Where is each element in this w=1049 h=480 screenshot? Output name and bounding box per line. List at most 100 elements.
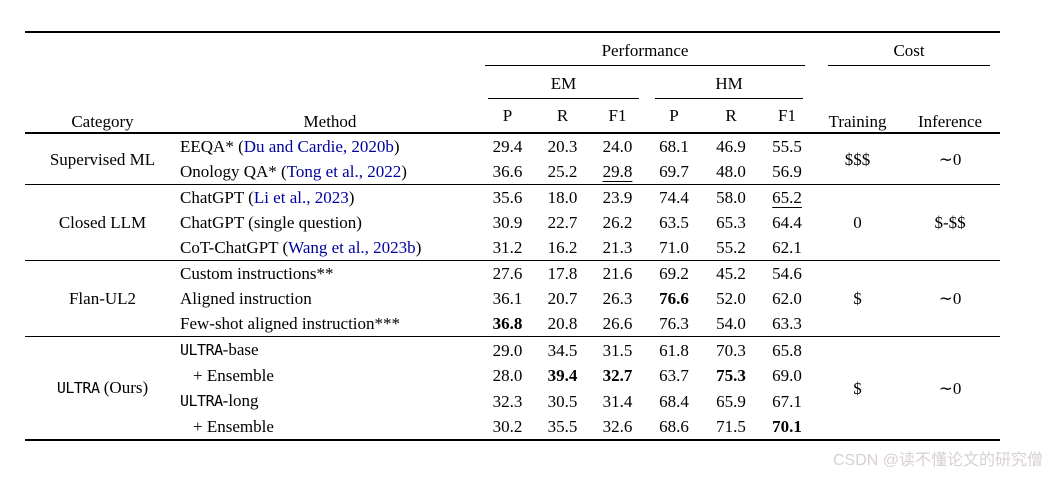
method-cell: Custom instructions** bbox=[180, 261, 480, 287]
em-f1-value: 21.6 bbox=[602, 264, 633, 283]
citation-link[interactable]: Tong et al., 2022 bbox=[286, 162, 402, 181]
method-label: ULTRA bbox=[180, 392, 223, 410]
hm-r-value: 55.2 bbox=[716, 238, 746, 257]
em-p-value: 30.2 bbox=[492, 417, 523, 436]
hm-f1-value: 55.5 bbox=[772, 137, 802, 156]
method-cell: ULTRA-long bbox=[180, 388, 480, 414]
table-row: CoT-ChatGPT (Wang et al., 2023b) 31.2 16… bbox=[25, 235, 1000, 261]
hm-f1-value: 65.2 bbox=[772, 188, 802, 207]
method-label: ) bbox=[401, 162, 407, 181]
hm-f1-value: 56.9 bbox=[772, 162, 802, 181]
em-f1-value: 29.8 bbox=[602, 162, 633, 181]
em-f1-value: 23.9 bbox=[602, 188, 633, 207]
training-cost: $ bbox=[853, 289, 862, 308]
hm-p-value: 68.1 bbox=[659, 137, 689, 156]
table-row: + Ensemble 28.0 39.4 32.7 63.7 75.3 69.0 bbox=[25, 363, 1000, 388]
col-header-cost: Cost bbox=[828, 41, 991, 66]
col-header-em-r: R bbox=[535, 99, 590, 134]
hm-r-value: 54.0 bbox=[716, 314, 746, 333]
table-row: + Ensemble 30.2 35.5 32.6 68.6 71.5 70.1 bbox=[25, 414, 1000, 440]
method-label: ChatGPT ( bbox=[180, 188, 254, 207]
hm-p-value: 74.4 bbox=[659, 188, 689, 207]
hm-r-value: 71.5 bbox=[716, 417, 746, 436]
method-label: + Ensemble bbox=[193, 366, 274, 385]
method-label: ) bbox=[348, 188, 355, 207]
training-cost: $$$ bbox=[844, 149, 871, 169]
hm-r-value: 46.9 bbox=[716, 137, 746, 156]
hm-f1-value: 70.1 bbox=[772, 417, 802, 436]
method-label: ChatGPT (single question) bbox=[180, 213, 362, 232]
method-cell: ULTRA-base bbox=[180, 337, 480, 364]
method-label: Few-shot aligned instruction*** bbox=[180, 314, 401, 333]
em-r-value: 17.8 bbox=[547, 264, 578, 283]
em-f1-value: 32.6 bbox=[602, 417, 633, 436]
inference-cost: ∼0 bbox=[938, 149, 962, 169]
em-f1-value: 26.2 bbox=[602, 213, 633, 232]
method-cell: Aligned instruction bbox=[180, 286, 480, 311]
em-p-value: 36.8 bbox=[492, 314, 523, 333]
method-label: ) bbox=[415, 238, 422, 257]
method-cell: Few-shot aligned instruction*** bbox=[180, 311, 480, 337]
method-label: -long bbox=[222, 391, 259, 410]
hm-r-value: 65.3 bbox=[716, 213, 746, 232]
table-row: Aligned instruction 36.1 20.7 26.3 76.6 … bbox=[25, 286, 1000, 311]
em-r-value: 34.5 bbox=[547, 340, 578, 360]
method-cell: EEQA* (Du and Cardie, 2020b) bbox=[180, 133, 480, 159]
method-label: CoT-ChatGPT ( bbox=[180, 238, 289, 257]
method-label: Aligned instruction bbox=[180, 289, 312, 308]
col-header-category: Category bbox=[25, 32, 180, 134]
hm-f1-value: 65.8 bbox=[772, 340, 802, 360]
em-r-value: 30.5 bbox=[547, 391, 578, 411]
citation-link[interactable]: Wang et al., 2023b bbox=[288, 238, 416, 257]
training-cost: $ bbox=[853, 378, 862, 398]
hm-r-value: 52.0 bbox=[716, 289, 746, 308]
em-r-value: 20.7 bbox=[547, 289, 578, 308]
em-r-value: 22.7 bbox=[547, 213, 578, 232]
em-r-value: 16.2 bbox=[547, 238, 578, 257]
hm-p-value: 63.7 bbox=[659, 366, 689, 385]
hm-f1-value: 62.1 bbox=[772, 238, 802, 257]
inference-cost: ∼0 bbox=[938, 289, 962, 308]
em-f1-value: 31.4 bbox=[602, 391, 633, 411]
method-label: Custom instructions** bbox=[180, 264, 334, 283]
hm-p-value: 76.6 bbox=[659, 289, 689, 308]
em-f1-value: 31.5 bbox=[602, 340, 633, 360]
method-cell: ChatGPT (Li et al., 2023) bbox=[180, 185, 480, 211]
em-p-value: 27.6 bbox=[492, 264, 523, 283]
hm-p-value: 76.3 bbox=[659, 314, 689, 333]
method-label: ) bbox=[393, 137, 400, 156]
method-cell: ChatGPT (single question) bbox=[180, 210, 480, 235]
method-label: -base bbox=[222, 340, 259, 359]
em-r-value: 35.5 bbox=[547, 417, 578, 436]
em-r-value: 18.0 bbox=[547, 188, 578, 207]
hm-f1-value: 67.1 bbox=[772, 391, 802, 411]
em-f1-value: 26.3 bbox=[602, 289, 633, 308]
em-p-value: 28.0 bbox=[492, 366, 523, 385]
hm-r-value: 58.0 bbox=[716, 188, 746, 207]
table-row: ULTRA (Ours) ULTRA-base 29.0 34.5 31.5 6… bbox=[25, 336, 1001, 398]
col-header-hm-p: P bbox=[645, 99, 703, 134]
citation-link[interactable]: Du and Cardie, 2020b bbox=[243, 137, 394, 156]
category-flan-ul2: Flan-UL2 bbox=[68, 289, 137, 308]
em-f1-value: 26.6 bbox=[602, 314, 633, 333]
method-cell: CoT-ChatGPT (Wang et al., 2023b) bbox=[180, 235, 480, 261]
hm-r-value: 45.2 bbox=[716, 264, 746, 283]
hm-f1-value: 64.4 bbox=[772, 213, 802, 232]
hm-f1-value: 69.0 bbox=[772, 366, 802, 385]
em-p-value: 35.6 bbox=[492, 188, 523, 207]
hm-p-value: 71.0 bbox=[659, 238, 689, 257]
category-closed-llm: Closed LLM bbox=[58, 213, 147, 232]
citation-link[interactable]: Li et al., 2023 bbox=[253, 188, 349, 207]
hm-p-value: 69.2 bbox=[659, 264, 689, 283]
category-supervised-ml: Supervised ML bbox=[49, 149, 156, 169]
table-row: Few-shot aligned instruction*** 36.8 20.… bbox=[25, 311, 1000, 337]
table-row: ULTRA-long 32.3 30.5 31.4 68.4 65.9 67.1 bbox=[25, 388, 1000, 414]
method-label: EEQA* ( bbox=[180, 137, 244, 156]
em-p-value: 29.4 bbox=[492, 137, 523, 156]
col-header-em-p: P bbox=[480, 99, 535, 134]
method-label: + Ensemble bbox=[193, 417, 274, 436]
em-p-value: 31.2 bbox=[492, 238, 523, 257]
csdn-watermark: CSDN @读不懂论文的研究僧 bbox=[832, 452, 1043, 469]
hm-r-value: 75.3 bbox=[716, 366, 746, 385]
col-header-hm-f1: F1 bbox=[759, 99, 816, 134]
